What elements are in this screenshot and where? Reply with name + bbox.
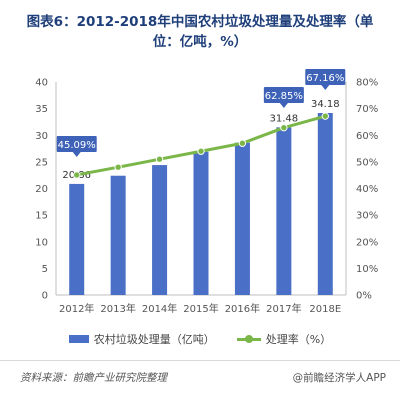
y-right-tick-label: 30% bbox=[356, 211, 378, 222]
y-right-tick-label: 70% bbox=[356, 104, 378, 115]
chart-title: 图表6：2012-2018年中国农村垃圾处理量及处理率（单位：亿吨，%） bbox=[26, 14, 374, 50]
rate-callout-pointer bbox=[72, 152, 81, 157]
rate-point bbox=[73, 171, 81, 179]
legend-label-line: 处理率（%） bbox=[265, 333, 332, 346]
rate-point bbox=[321, 112, 329, 120]
y-left-tick-label: 30 bbox=[35, 131, 48, 142]
rate-data-label: 67.16% bbox=[306, 73, 344, 84]
y-right-tick-label: 10% bbox=[356, 264, 378, 275]
y-right-tick-label: 20% bbox=[356, 237, 378, 248]
bar bbox=[234, 142, 250, 295]
rate-point bbox=[280, 123, 288, 132]
x-tick-label: 2013年 bbox=[100, 302, 135, 315]
combo-chart: 0 5 10 15 20 25 30 35 40 0% 10% 20% 30% 40% 50% 60% 70% 8… bbox=[35, 69, 378, 315]
bar-data-label: 34.18 bbox=[311, 99, 340, 110]
rate-callout-pointer bbox=[279, 103, 288, 108]
legend-swatch-line bbox=[236, 335, 261, 343]
y-left-tick-label: 40 bbox=[35, 78, 48, 89]
rate-callout-pointer bbox=[321, 85, 330, 90]
y-left-tick-label: 20 bbox=[35, 184, 48, 195]
bar bbox=[69, 183, 85, 295]
rate-callout-box bbox=[56, 136, 97, 152]
y-right-tick-label: 0% bbox=[356, 291, 372, 302]
bar bbox=[152, 165, 168, 295]
y-left-tick-label: 10 bbox=[35, 237, 48, 248]
x-tick-label: 2016年 bbox=[225, 302, 260, 315]
source-text: 资料来源：前瞻产业研究院整理 bbox=[20, 372, 167, 384]
y-right-tick-label: 40% bbox=[356, 184, 378, 195]
rate-point bbox=[197, 147, 205, 155]
footer: 资料来源：前瞻产业研究院整理 @前瞻经济学人APP bbox=[0, 360, 400, 391]
bar-data-label: 31.48 bbox=[270, 113, 299, 124]
y-right-tick-label: 50% bbox=[356, 157, 378, 168]
x-tick-label: 2014年 bbox=[142, 302, 177, 315]
legend-item-line: 处理率（%） bbox=[236, 331, 332, 347]
rate-point bbox=[114, 163, 122, 171]
y-left-tick-label: 0 bbox=[42, 291, 48, 302]
y-left-tick-label: 35 bbox=[35, 104, 48, 115]
x-tick-label: 2015年 bbox=[183, 302, 218, 315]
legend: 农村垃圾处理量（亿吨） 处理率（%） bbox=[0, 331, 400, 347]
y-right-tick-label: 80% bbox=[356, 78, 378, 89]
y-right-tick-label: 60% bbox=[356, 131, 378, 142]
rate-data-label: 45.09% bbox=[58, 140, 96, 151]
bar bbox=[193, 151, 209, 295]
y-left-tick-label: 5 bbox=[42, 264, 48, 275]
bar bbox=[317, 112, 333, 295]
rate-callout-box bbox=[263, 87, 304, 103]
rate-data-label: 62.85% bbox=[265, 91, 303, 102]
rate-point bbox=[155, 155, 164, 163]
legend-item-bar: 农村垃圾处理量（亿吨） bbox=[68, 331, 215, 347]
rate-point bbox=[238, 139, 247, 147]
bar bbox=[276, 127, 292, 295]
legend-swatch-bar bbox=[68, 335, 89, 343]
x-tick-label: 2017年 bbox=[266, 302, 301, 315]
rate-callout-box bbox=[305, 69, 346, 85]
y-left-tick-label: 25 bbox=[35, 157, 48, 168]
x-tick-label: 2012年 bbox=[59, 302, 94, 315]
y-left-tick-label: 15 bbox=[35, 211, 48, 222]
bar bbox=[110, 175, 126, 295]
credit-text: @前瞻经济学人APP bbox=[292, 372, 386, 384]
x-tick-label: 2018E bbox=[309, 304, 341, 315]
legend-label-bar: 农村垃圾处理量（亿吨） bbox=[93, 333, 215, 346]
